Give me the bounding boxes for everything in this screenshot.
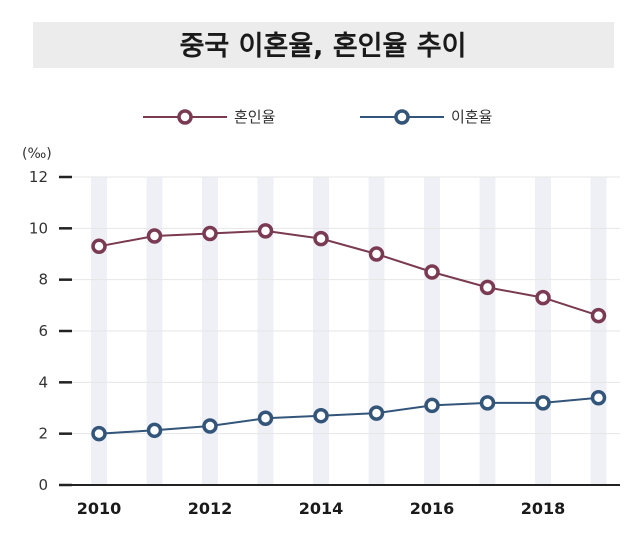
point-1-2016 bbox=[424, 397, 440, 414]
legend-label-divorce: 이혼율 bbox=[451, 108, 492, 126]
y-tick-label-12: 12 bbox=[29, 168, 48, 186]
point-0-2017 bbox=[479, 279, 496, 296]
point-0-2012 bbox=[202, 225, 218, 242]
y-tick-label-4: 4 bbox=[38, 373, 48, 391]
point-1-2010 bbox=[91, 425, 107, 442]
point-0-2019 bbox=[590, 307, 607, 324]
legend-marker-divorce bbox=[394, 109, 410, 125]
point-1-2019 bbox=[590, 389, 607, 406]
x-tick-label-2010: 2010 bbox=[77, 499, 122, 518]
point-1-2018 bbox=[535, 395, 551, 411]
series-group bbox=[91, 223, 607, 442]
point-0-2011 bbox=[146, 228, 163, 244]
x-tick-label-2016: 2016 bbox=[410, 499, 455, 518]
point-0-2015 bbox=[368, 246, 385, 262]
unit-label: (‰) bbox=[22, 146, 52, 162]
y-axis: 0 2 4 6 8 10 12 bbox=[29, 168, 72, 494]
point-1-2015 bbox=[368, 405, 385, 421]
gridlines bbox=[70, 176, 620, 435]
point-0-2010 bbox=[91, 238, 107, 255]
point-1-2014 bbox=[313, 407, 329, 424]
point-0-2013 bbox=[257, 223, 274, 239]
point-0-2018 bbox=[535, 289, 551, 306]
legend-label-marriage: 혼인율 bbox=[234, 108, 275, 126]
legend: 혼인율 이혼율 bbox=[143, 108, 492, 126]
point-0-2014 bbox=[313, 230, 329, 247]
point-1-2013 bbox=[257, 410, 274, 427]
x-tick-label-2012: 2012 bbox=[188, 499, 233, 518]
point-1-2011 bbox=[146, 422, 163, 439]
x-axis: 2010 2012 2014 2016 2018 bbox=[70, 484, 620, 518]
y-tick-label-2: 2 bbox=[38, 425, 48, 443]
point-1-2017 bbox=[479, 395, 496, 411]
chart-title: 중국 이혼율, 혼인율 추이 bbox=[180, 31, 467, 62]
legend-item-marriage: 혼인율 bbox=[143, 108, 275, 126]
legend-marker-marriage bbox=[177, 109, 193, 125]
point-0-2016 bbox=[424, 264, 440, 280]
y-tick-label-6: 6 bbox=[38, 322, 48, 340]
y-tick-label-8: 8 bbox=[38, 271, 48, 289]
legend-item-divorce: 이혼율 bbox=[360, 108, 492, 126]
x-tick-label-2014: 2014 bbox=[299, 499, 344, 518]
point-1-2012 bbox=[202, 418, 218, 434]
y-tick-label-10: 10 bbox=[29, 219, 48, 237]
y-tick-label-0: 0 bbox=[38, 476, 48, 494]
series-line-0 bbox=[98, 229, 599, 317]
x-tick-label-2018: 2018 bbox=[521, 499, 566, 518]
title-band bbox=[33, 22, 614, 68]
series-line-1 bbox=[98, 396, 599, 435]
